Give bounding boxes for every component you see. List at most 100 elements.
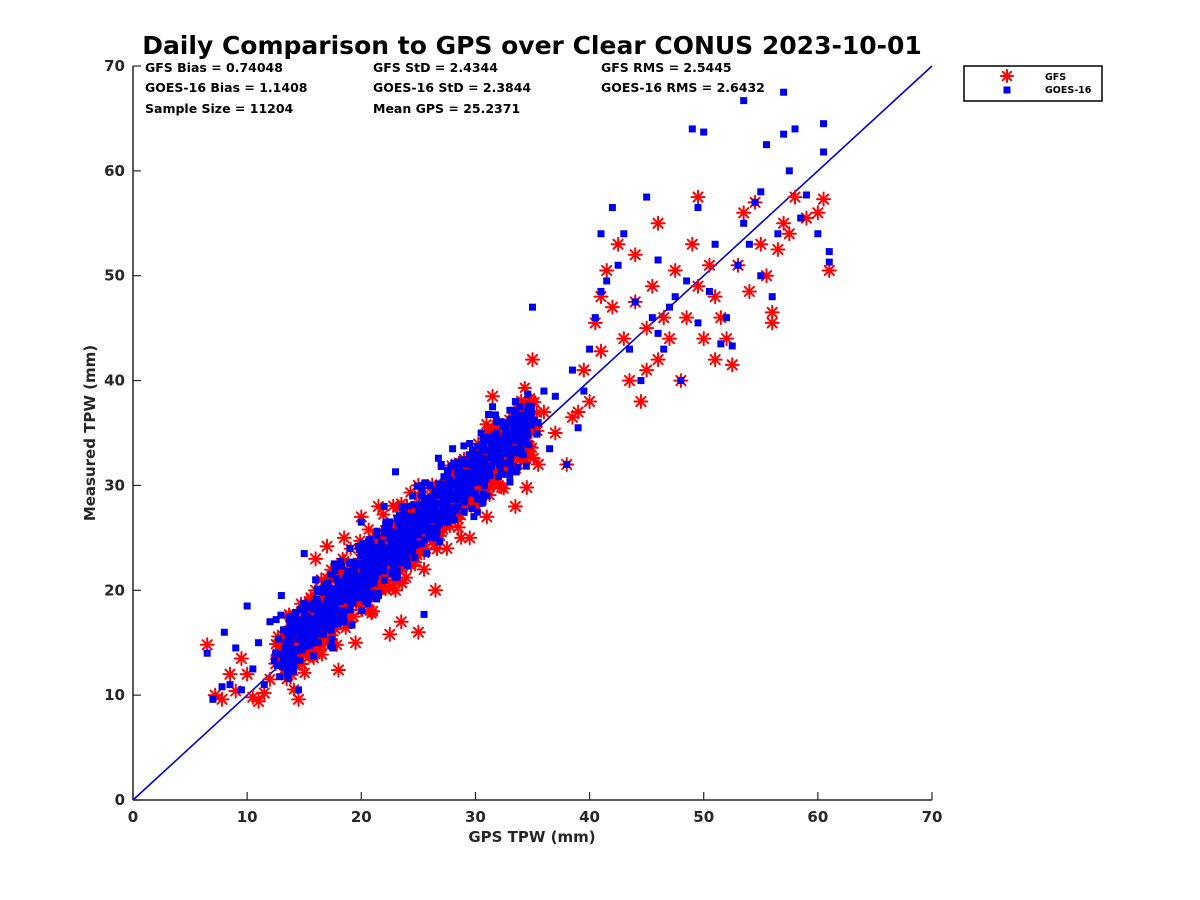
goes16-point	[369, 569, 377, 577]
goes16-point	[309, 605, 317, 613]
goes16-point	[404, 502, 412, 510]
gfs-point	[667, 262, 683, 278]
goes16-point	[299, 617, 307, 625]
goes16-point	[510, 432, 518, 440]
goes16-point	[492, 442, 500, 450]
goes16-point	[398, 559, 406, 567]
goes16-point	[332, 574, 340, 582]
gfs-point	[787, 189, 803, 205]
goes16-point	[447, 505, 455, 513]
gfs-point	[547, 425, 563, 441]
goes16-point	[412, 531, 420, 539]
goes16-point	[424, 510, 432, 518]
goes16-point	[393, 547, 401, 555]
gfs-point	[245, 689, 261, 705]
gfs-point	[679, 310, 695, 326]
gfs-point	[410, 624, 426, 640]
chart-title: Daily Comparison to GPS over Clear CONUS…	[142, 31, 922, 60]
goes16-point	[654, 256, 662, 264]
gfs-point	[199, 637, 215, 653]
goes16-point	[700, 128, 708, 136]
goes16-point	[417, 500, 425, 508]
goes16-point	[517, 443, 525, 451]
gfs-point	[736, 205, 752, 221]
y-tick-label: 30	[104, 476, 125, 494]
goes16-point	[694, 319, 702, 327]
goes16-point	[290, 626, 298, 634]
goes16-point	[389, 553, 397, 561]
goes16-point	[473, 495, 481, 503]
goes16-point	[459, 487, 467, 495]
goes16-point	[411, 553, 419, 561]
goes16-point	[379, 562, 387, 570]
goes16-point	[332, 584, 340, 592]
goes16-point	[435, 537, 443, 545]
y-tick-label: 70	[104, 57, 125, 75]
goes16-point	[481, 458, 489, 466]
gfs-point	[656, 310, 672, 326]
goes16-point	[286, 643, 294, 651]
goes16-point	[504, 459, 512, 467]
goes16-point	[337, 587, 345, 595]
goes16-point	[512, 468, 520, 476]
gfs-point	[781, 226, 797, 242]
goes16-point	[451, 496, 459, 504]
goes16-point	[359, 592, 367, 600]
goes16-point	[329, 644, 337, 652]
goes16-point	[460, 508, 468, 516]
gfs-point	[821, 262, 837, 278]
goes16-point	[473, 508, 481, 516]
goes16-point	[608, 204, 616, 212]
goes16-point	[348, 599, 356, 607]
goes16-point	[546, 445, 554, 453]
stat-goes16-rms: GOES-16 RMS = 2.6432	[601, 80, 765, 95]
goes16-point	[473, 443, 481, 451]
gfs-point	[485, 388, 501, 404]
goes16-point	[620, 230, 628, 238]
goes16-point	[310, 621, 318, 629]
goes16-point	[203, 649, 211, 657]
x-tick-label: 10	[237, 808, 258, 826]
goes16-point	[446, 486, 454, 494]
goes16-point	[461, 498, 469, 506]
goes16-point	[327, 571, 335, 579]
gfs-point	[393, 614, 409, 630]
goes16-point	[665, 303, 673, 311]
legend-gfs-label: GFS	[1045, 72, 1066, 83]
stat-gfs-rms: GFS RMS = 2.5445	[601, 60, 732, 75]
goes16-point	[313, 627, 321, 635]
goes16-point	[423, 549, 431, 557]
goes16-point	[475, 457, 483, 465]
goes16-point	[460, 442, 468, 450]
goes16-point	[407, 536, 415, 544]
gfs-point	[442, 519, 457, 534]
goes16-point	[367, 540, 375, 548]
goes16-point	[521, 427, 529, 435]
goes16-point	[390, 528, 398, 536]
goes16-point	[825, 258, 833, 266]
goes16-point	[728, 342, 736, 350]
goes16-point	[500, 419, 508, 427]
goes16-point	[820, 148, 828, 156]
goes16-point	[363, 587, 371, 595]
gfs-point	[479, 509, 495, 525]
goes16-point	[274, 635, 282, 643]
goes16-point	[323, 597, 331, 605]
goes16-point	[390, 561, 398, 569]
goes16-point	[415, 508, 423, 516]
goes16-point	[363, 575, 371, 583]
goes16-point	[574, 424, 582, 432]
goes16-point	[510, 424, 518, 432]
goes16-point	[446, 476, 454, 484]
goes16-point	[491, 411, 499, 419]
goes16-point	[344, 572, 352, 580]
goes16-point	[486, 472, 494, 480]
gfs-point	[450, 519, 466, 535]
stat-goes16-std: GOES-16 StD = 2.3844	[373, 80, 531, 95]
gfs-point	[570, 404, 586, 420]
goes16-point	[479, 490, 487, 498]
goes16-point	[397, 523, 405, 531]
goes16-point	[366, 580, 374, 588]
goes16-point	[626, 345, 634, 353]
